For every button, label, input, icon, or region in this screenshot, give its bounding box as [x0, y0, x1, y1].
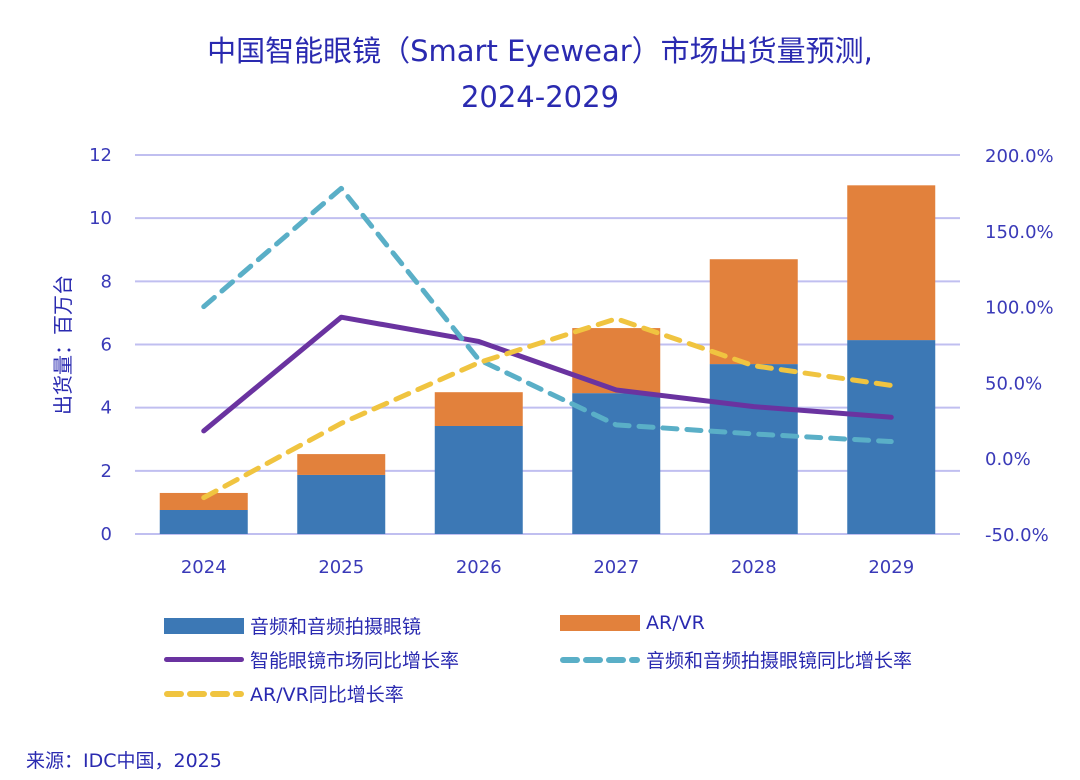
bar-audio-2026 [434, 425, 523, 534]
legend-label-arvr-growth: AR/VR同比增长率 [250, 684, 404, 706]
y-tick-label: 2 [101, 461, 112, 482]
legend-label-audio-growth: 音频和音频拍摄眼镜同比增长率 [646, 650, 913, 672]
legend-swatch-audio [164, 617, 244, 634]
y-tick-label: 12 [89, 145, 112, 166]
lines [201, 185, 894, 501]
y-axis-right-ticks: -50.0% 0.0% 50.0% 100.0% 150.0% 200.0% [985, 146, 1054, 546]
legend-item-market-growth: 智能眼镜市场同比增长率 [164, 646, 459, 673]
chart-title: 中国智能眼镜（Smart Eyewear）市场出货量预测, [207, 34, 873, 68]
y2-tick-label: 100.0% [985, 298, 1054, 319]
bars [159, 185, 936, 534]
legend-swatch-audio-growth [560, 656, 640, 663]
x-axis-ticks: 2024 2025 2026 2027 2028 2029 [181, 557, 914, 578]
market-growth-line [201, 314, 894, 434]
y-tick-label: 6 [101, 335, 112, 356]
y-tick-label: 4 [101, 398, 112, 419]
y2-tick-label: 50.0% [985, 373, 1042, 394]
bar-audio-2025 [297, 474, 386, 534]
source-note: 来源：IDC中国，2025 [26, 750, 222, 772]
y-axis-label: 出货量：百万台 [51, 275, 75, 415]
arvr-growth-line [201, 316, 894, 501]
legend-swatch-market-growth [164, 657, 244, 662]
bar-audio-2024 [159, 509, 248, 534]
legend-swatch-arvr [560, 615, 640, 631]
bar-arvr-2025 [297, 454, 386, 475]
x-tick-label: 2026 [456, 557, 502, 578]
bar-audio-2027 [572, 393, 661, 534]
legend-item-audio: 音频和音频拍摄眼镜 [164, 612, 421, 639]
legend-label-audio: 音频和音频拍摄眼镜 [250, 616, 422, 638]
y-tick-label: 8 [101, 271, 112, 292]
bar-arvr-2029 [847, 185, 936, 341]
bar-arvr-2024 [159, 492, 248, 510]
audio-growth-line [201, 185, 894, 445]
bar-arvr-2027 [572, 328, 661, 394]
legend-item-arvr: AR/VR [560, 612, 705, 634]
x-tick-label: 2025 [318, 557, 364, 578]
x-tick-label: 2028 [731, 557, 777, 578]
y2-tick-label: 150.0% [985, 222, 1054, 243]
legend-item-audio-growth: 音频和音频拍摄眼镜同比增长率 [560, 646, 912, 673]
y-tick-label: 10 [89, 208, 112, 229]
y-tick-label: 0 [101, 524, 112, 545]
bar-arvr-2028 [709, 259, 798, 365]
y2-tick-label: -50.0% [985, 525, 1049, 546]
x-tick-label: 2029 [868, 557, 914, 578]
gridlines [135, 154, 960, 535]
y-axis-left-ticks: 0 2 4 6 8 10 12 [89, 145, 112, 545]
legend-item-arvr-growth: AR/VR同比增长率 [164, 680, 404, 707]
y2-tick-label: 0.0% [985, 449, 1031, 470]
bar-audio-2029 [847, 340, 936, 534]
chart-subtitle: 2024-2029 [460, 80, 620, 114]
bar-audio-2028 [709, 364, 798, 534]
y2-tick-label: 200.0% [985, 146, 1054, 167]
x-tick-label: 2024 [181, 557, 227, 578]
legend-label-market-growth: 智能眼镜市场同比增长率 [250, 650, 460, 672]
legend-label-arvr: AR/VR [646, 612, 705, 634]
bar-arvr-2026 [434, 392, 523, 426]
x-tick-label: 2027 [593, 557, 639, 578]
legend-swatch-arvr-growth [164, 690, 244, 697]
